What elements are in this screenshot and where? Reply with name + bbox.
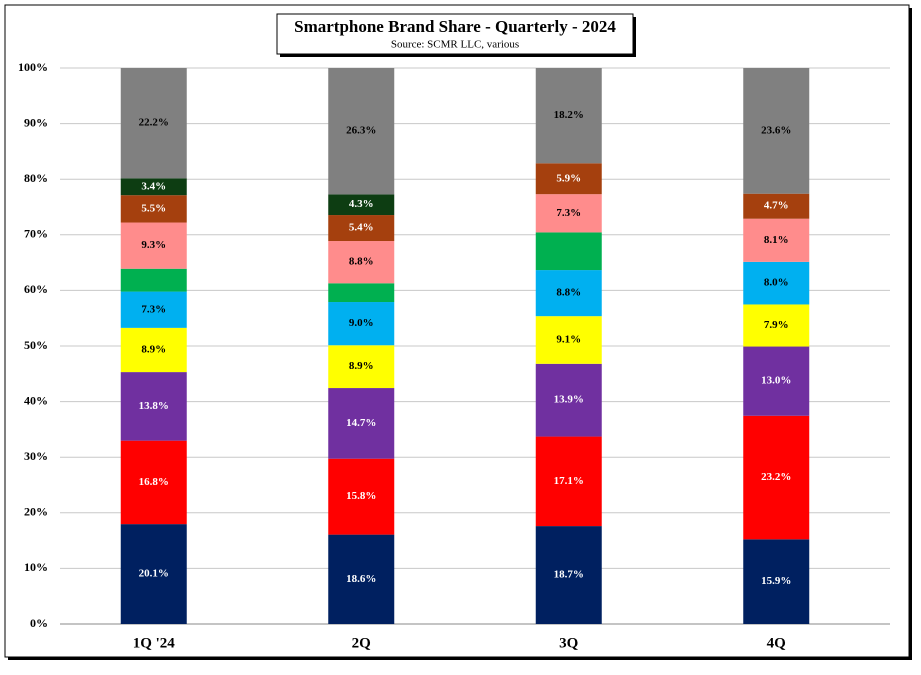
- bar-segment: [120, 440, 187, 525]
- data-label: 5.4%: [349, 222, 374, 234]
- data-label: 9.0%: [349, 317, 374, 329]
- data-label: 23.6%: [761, 124, 791, 136]
- bar-segment: [120, 327, 187, 373]
- bar-segment: [328, 215, 395, 241]
- bar-segment: [535, 163, 602, 195]
- bar-segment: [535, 363, 602, 437]
- bar-segment: [328, 345, 395, 389]
- data-label: 18.6%: [346, 573, 376, 585]
- x-tick-label: 2Q: [352, 635, 372, 651]
- data-label: 15.9%: [761, 575, 791, 587]
- x-tick-label: 1Q '24: [133, 635, 176, 651]
- data-label: 20.1%: [139, 568, 169, 580]
- bar-segment: [120, 178, 187, 196]
- y-tick-label: 70%: [24, 227, 48, 241]
- bar-segment: [535, 316, 602, 364]
- bar-segment: [535, 526, 602, 624]
- data-label: 8.9%: [349, 360, 374, 372]
- data-label: 13.0%: [761, 375, 791, 387]
- bar-segment: [328, 388, 395, 459]
- bar-segment: [328, 68, 395, 195]
- bar-segment: [535, 270, 602, 317]
- bar-segment: [120, 222, 187, 269]
- bar-segment: [535, 232, 602, 271]
- chart-title: Smartphone Brand Share - Quarterly - 202…: [294, 17, 616, 36]
- data-label: 18.2%: [554, 109, 584, 121]
- data-label: 4.3%: [349, 198, 374, 210]
- bar-segment: [328, 194, 395, 216]
- data-label: 4.7%: [764, 200, 789, 212]
- data-label: 7.3%: [556, 207, 581, 219]
- data-label: 13.8%: [139, 400, 169, 412]
- title-box: [276, 13, 634, 55]
- data-label: 17.1%: [554, 475, 584, 487]
- data-label: 8.9%: [141, 344, 166, 356]
- bar-segment: [535, 194, 602, 233]
- y-tick-label: 80%: [24, 171, 48, 185]
- data-label: 9.3%: [141, 239, 166, 251]
- y-tick-label: 0%: [30, 616, 48, 630]
- bar-segment: [743, 261, 810, 305]
- data-label: 15.8%: [346, 490, 376, 502]
- data-label: 22.2%: [139, 117, 169, 129]
- bar-segment: [535, 68, 602, 164]
- bar-segment: [328, 458, 395, 535]
- chart-subtitle: Source: SCMR LLC, various: [391, 39, 519, 51]
- data-label: 7.9%: [764, 319, 789, 331]
- y-tick-label: 20%: [24, 505, 48, 519]
- data-label: 14.7%: [346, 417, 376, 429]
- data-label: 9.1%: [556, 334, 581, 346]
- data-label: 7.3%: [141, 303, 166, 315]
- data-label: 13.9%: [554, 394, 584, 406]
- bar-segment: [743, 218, 810, 262]
- bar-segment: [743, 539, 810, 624]
- bar-segment: [120, 372, 187, 441]
- data-label: 3.4%: [141, 180, 166, 192]
- data-label: 8.8%: [349, 256, 374, 268]
- bar-segment: [120, 524, 187, 624]
- bar-segment: [328, 302, 395, 346]
- data-label: 8.0%: [764, 277, 789, 289]
- y-tick-label: 100%: [18, 60, 48, 74]
- bar-segment: [328, 240, 395, 284]
- y-tick-label: 10%: [24, 560, 48, 574]
- x-tick-label: 3Q: [559, 635, 579, 651]
- data-label: 26.3%: [346, 125, 376, 137]
- data-label: 16.8%: [139, 476, 169, 488]
- bar-segment: [743, 68, 810, 194]
- bar-segment: [120, 195, 187, 223]
- y-tick-label: 60%: [24, 282, 48, 296]
- y-tick-label: 40%: [24, 393, 48, 407]
- bar-segment: [120, 268, 187, 292]
- bar-segment: [535, 436, 602, 527]
- data-label: 5.9%: [556, 172, 581, 184]
- data-label: 23.2%: [761, 471, 791, 483]
- data-label: 8.1%: [764, 234, 789, 246]
- data-label: 5.5%: [141, 202, 166, 214]
- bar-segment: [743, 304, 810, 347]
- bar-segment: [120, 68, 187, 179]
- bar-segment: [743, 193, 810, 219]
- x-tick-label: 4Q: [767, 635, 787, 651]
- bar-segment: [328, 283, 395, 303]
- data-label: 8.8%: [556, 287, 581, 299]
- bar-segment: [120, 291, 187, 328]
- bar-segment: [743, 415, 810, 540]
- bar-segment: [328, 534, 395, 624]
- y-tick-label: 50%: [24, 338, 48, 352]
- data-label: 18.7%: [554, 569, 584, 581]
- y-tick-label: 90%: [24, 115, 48, 129]
- y-tick-label: 30%: [24, 449, 48, 463]
- bar-segment: [743, 346, 810, 416]
